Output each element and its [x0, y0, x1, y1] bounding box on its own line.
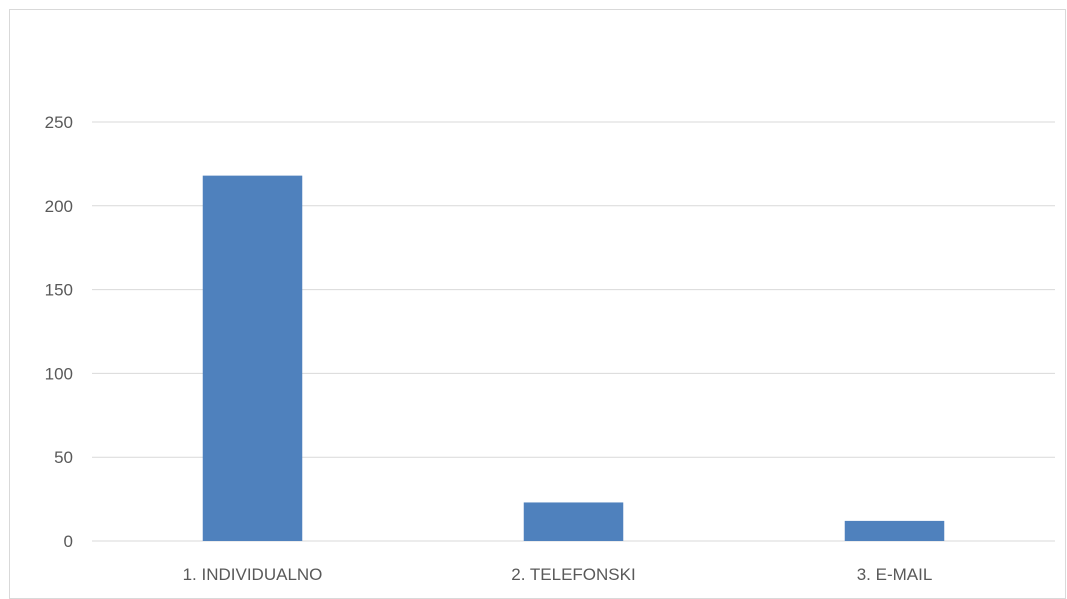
y-tick-label: 200	[45, 197, 73, 216]
bar	[844, 520, 945, 541]
chart-area	[9, 9, 1066, 599]
y-tick-label: 50	[54, 448, 73, 467]
bar	[523, 502, 624, 541]
y-tick-label: 150	[45, 281, 73, 300]
x-category-label: 3. E-MAIL	[857, 565, 933, 582]
bar-chart: 0 50 100 150 200 250 1. INDIVIDUALNO 2. TELEFO…	[45, 113, 1055, 582]
bar	[202, 175, 303, 541]
x-axis-labels: 1. INDIVIDUALNO 2. TELEFONSKI 3. E-MAIL	[183, 565, 933, 582]
y-tick-label: 100	[45, 364, 73, 383]
x-category-label: 1. INDIVIDUALNO	[183, 565, 323, 582]
x-category-label: 2. TELEFONSKI	[511, 565, 635, 582]
y-axis-ticks: 0 50 100 150 200 250	[45, 113, 73, 551]
y-tick-label: 0	[64, 532, 73, 551]
y-tick-label: 250	[45, 113, 73, 132]
bars	[202, 175, 945, 541]
